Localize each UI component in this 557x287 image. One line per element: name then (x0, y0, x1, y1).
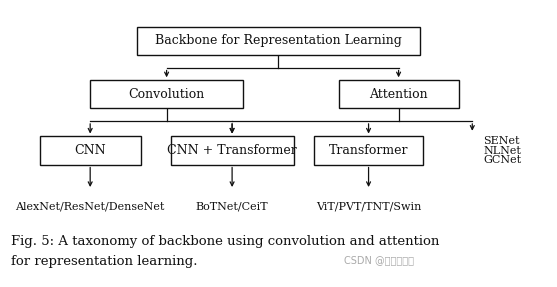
Text: ViT/PVT/TNT/Swin: ViT/PVT/TNT/Swin (316, 201, 421, 211)
Text: SENet: SENet (483, 136, 520, 146)
Text: for representation learning.: for representation learning. (11, 255, 198, 267)
Text: Transformer: Transformer (329, 144, 408, 157)
FancyBboxPatch shape (90, 80, 243, 108)
Text: NLNet: NLNet (483, 146, 521, 156)
Text: CNN + Transformer: CNN + Transformer (167, 144, 297, 157)
Text: Fig. 5: A taxonomy of backbone using convolution and attention: Fig. 5: A taxonomy of backbone using con… (11, 235, 439, 248)
FancyBboxPatch shape (40, 137, 141, 165)
FancyBboxPatch shape (314, 137, 423, 165)
Text: BoTNet/CeiT: BoTNet/CeiT (196, 201, 268, 211)
Text: GCNet: GCNet (483, 155, 521, 165)
Text: Attention: Attention (369, 88, 428, 101)
Text: CNN: CNN (75, 144, 106, 157)
Text: Backbone for Representation Learning: Backbone for Representation Learning (155, 34, 402, 47)
FancyBboxPatch shape (170, 137, 294, 165)
Text: Convolution: Convolution (129, 88, 205, 101)
FancyBboxPatch shape (339, 80, 458, 108)
Text: AlexNet/ResNet/DenseNet: AlexNet/ResNet/DenseNet (16, 201, 165, 211)
FancyBboxPatch shape (136, 27, 421, 55)
Text: CSDN @大黑山修道: CSDN @大黑山修道 (344, 255, 414, 265)
